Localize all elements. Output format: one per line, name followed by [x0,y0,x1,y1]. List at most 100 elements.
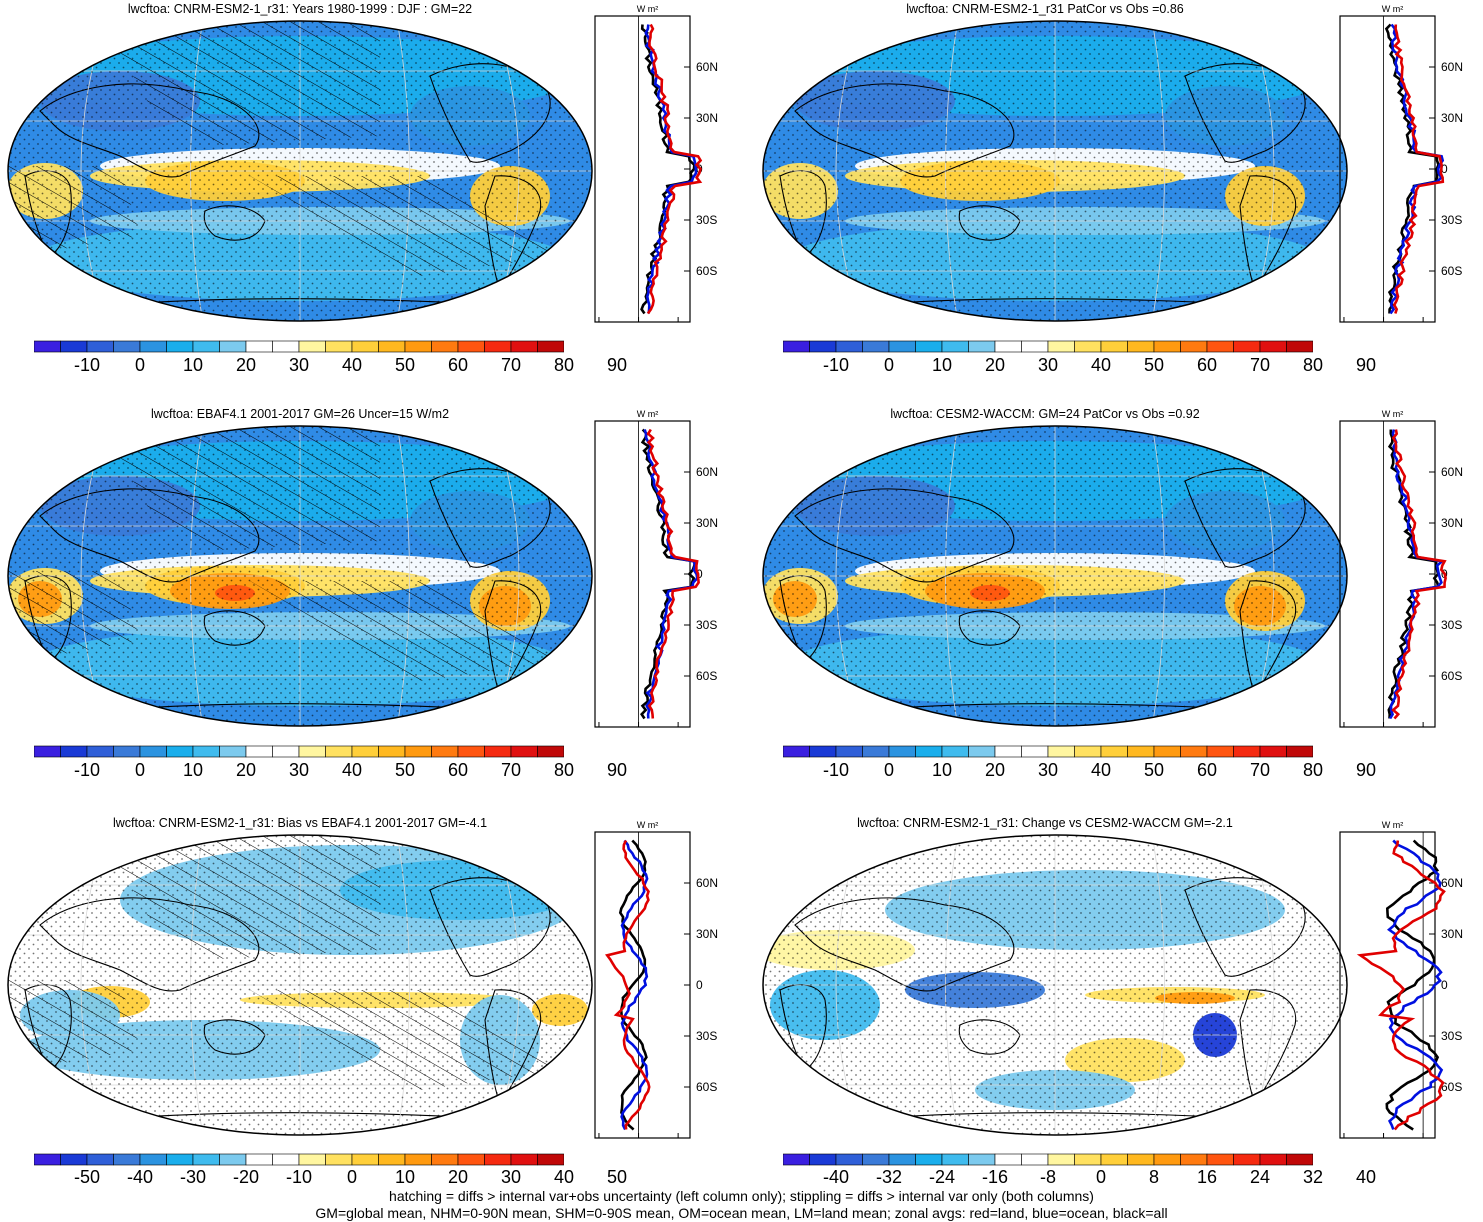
colorbar-swatch [378,745,406,758]
colorbar-swatch [1286,340,1313,353]
latitude-label: 30S [696,618,717,632]
colorbar-swatch [915,745,943,758]
colorbar-swatch [888,1153,916,1166]
colorbar-tick-label: -24 [928,1167,956,1187]
colorbar-swatch [245,1153,273,1166]
zonal-unit-label: W m² [1382,4,1404,14]
latitude-label: 30N [1441,111,1463,125]
colorbar-tick-label: 40 [553,1167,575,1187]
colorbar-labels: -10 0 10 20 30 40 50 60 70 80 90 [783,355,1376,377]
zonal-unit-label: W m² [1382,820,1404,830]
colorbar-tick-label: 16 [1196,1167,1218,1187]
colorbar-swatch [1233,745,1261,758]
colorbar-tick-label: 20 [235,355,257,375]
colorbar-tick-label: 30 [288,355,310,375]
zonal-land-line [604,839,651,1130]
panel-4: lwcftoa: CESM2-WACCM: GM=24 PatCor vs Ob… [745,405,1483,805]
colorbar-swatch [968,745,996,758]
colorbar-tick-label: 50 [394,760,416,780]
colorbar-swatch [1047,340,1075,353]
colorbar-swatch [404,745,432,758]
colorbar-swatch [1074,340,1102,353]
colorbar-swatch [835,340,863,353]
colorbar-tick-label: 20 [235,760,257,780]
colorbar-tick-label: 0 [346,1167,358,1187]
colorbar-swatch [1021,340,1049,353]
colorbar [34,745,564,758]
colorbar-swatch [34,745,61,758]
colorbar-swatch [219,1153,247,1166]
zonal-unit-label: W m² [637,409,659,419]
colorbar-swatch [1206,1153,1234,1166]
zonal-land-line [1392,24,1445,314]
latitude-label: 0 [1441,162,1448,176]
colorbar-swatch [484,745,512,758]
colorbar-swatch [510,745,538,758]
colorbar-swatch [968,1153,996,1166]
latitude-label: 0 [696,978,703,992]
colorbar-swatch [298,745,326,758]
colorbar-tick-label: -30 [179,1167,207,1187]
colorbar-swatch [34,340,61,353]
colorbar-tick-label: 80 [553,355,575,375]
colorbar-swatch [968,340,996,353]
colorbar-tick-label: 90 [606,355,628,375]
colorbar-tick-label: -20 [232,1167,260,1187]
colorbar-tick-label: 80 [1302,760,1324,780]
colorbar-tick-label: 10 [931,355,953,375]
colorbar-swatch [245,745,273,758]
colorbar-swatch [484,1153,512,1166]
colorbar-tick-label: 90 [606,760,628,780]
world-map [7,425,593,727]
colorbar [783,745,1313,758]
zonal-land-line [646,428,700,719]
colorbar-swatch [783,745,810,758]
colorbar [34,340,564,353]
latitude-label: 60S [1441,1080,1462,1094]
colorbar-swatch [86,340,114,353]
colorbar-tick-label: 90 [1355,355,1377,375]
panel-title: lwcftoa: CNRM-ESM2-1_r31: Years 1980-199… [127,2,473,16]
colorbar-swatch [457,1153,485,1166]
colorbar-tick-label: 30 [288,760,310,780]
colorbar-tick-label: 30 [1037,355,1059,375]
latitude-label: 30N [1441,516,1463,530]
colorbar-swatch [1074,1153,1102,1166]
colorbar-tick-label: 60 [447,760,469,780]
colorbar-swatch [139,1153,167,1166]
colorbar-swatch [404,340,432,353]
colorbar-swatch [1100,1153,1128,1166]
world-map [762,20,1348,322]
latitude-label: 60N [696,60,718,74]
colorbar-swatch [1286,745,1313,758]
colorbar-swatch [537,340,564,353]
colorbar-swatch [166,745,194,758]
colorbar-swatch [1153,340,1181,353]
latitude-label: 0 [1441,978,1448,992]
colorbar-swatch [1100,340,1128,353]
colorbar-swatch [457,340,485,353]
colorbar-tick-label: 80 [553,760,575,780]
world-map [762,834,1348,1136]
latitude-label: 30S [1441,618,1462,632]
colorbar-swatch [783,1153,810,1166]
colorbar-swatch [60,340,88,353]
colorbar-tick-label: 50 [394,355,416,375]
zonal-all-line [1385,839,1440,1131]
panel-6: lwcftoa: CNRM-ESM2-1_r31: Change vs CESM… [745,810,1483,1190]
colorbar [34,1153,564,1166]
colorbar-swatch [192,745,220,758]
colorbar-swatch [1021,745,1049,758]
colorbar-swatch [510,1153,538,1166]
latitude-label: 60N [1441,60,1463,74]
colorbar-tick-label: 50 [606,1167,628,1187]
colorbar-swatch [994,745,1022,758]
colorbar-swatch [1047,1153,1075,1166]
colorbar-tick-label: 50 [1143,760,1165,780]
colorbar-swatch [1233,340,1261,353]
colorbar-tick-label: 60 [447,355,469,375]
colorbar-swatch [1206,340,1234,353]
latitude-label: 30N [1441,927,1463,941]
